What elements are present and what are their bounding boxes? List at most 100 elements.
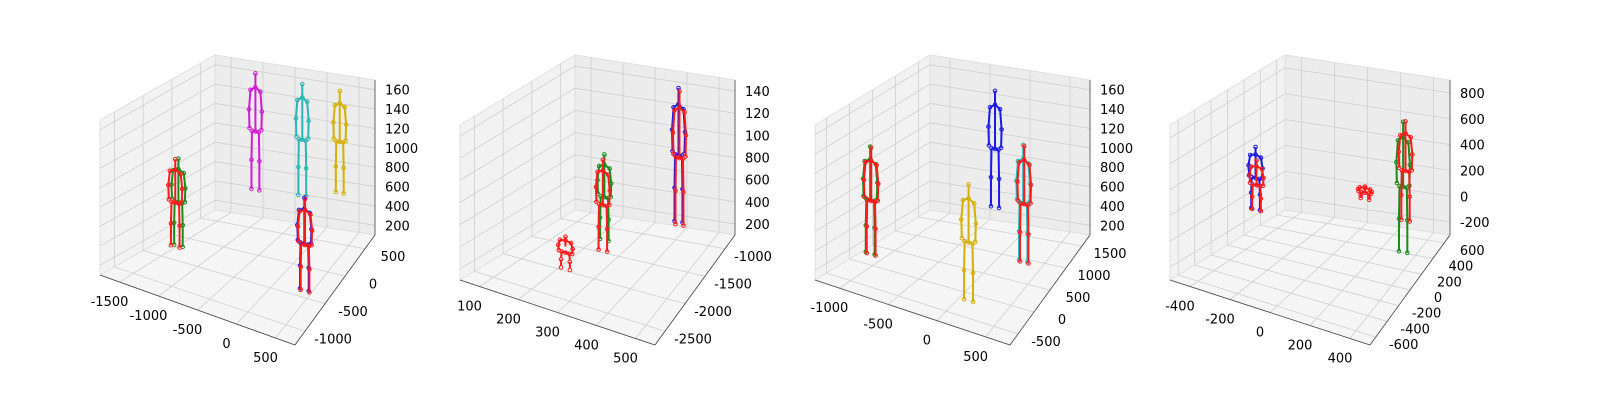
grid-line-x — [275, 232, 360, 339]
joint — [600, 157, 606, 163]
joint — [959, 235, 965, 241]
joint — [1249, 194, 1255, 199]
joint — [559, 249, 564, 254]
z-tick-label: 120 — [745, 107, 770, 122]
grid-line-z — [459, 87, 736, 159]
joint — [1366, 194, 1372, 199]
joint — [986, 143, 992, 148]
joint — [1406, 140, 1411, 145]
grid-line-y — [1243, 234, 1422, 275]
joint — [868, 198, 874, 204]
bone — [1025, 203, 1029, 234]
subplot-2: 100 200 300 400 500 -1000 -1500 -2000 -2500 200 40… — [457, 54, 772, 367]
y-tick-label: 0 — [1058, 313, 1066, 328]
joint — [178, 171, 183, 177]
joint — [680, 156, 686, 162]
y-tick-label: 400 — [1448, 260, 1473, 275]
joint — [988, 203, 994, 209]
bone — [299, 243, 303, 267]
joint — [1258, 196, 1264, 201]
x-tick-label: -1000 — [810, 301, 848, 316]
joint — [1021, 157, 1027, 163]
joint — [1399, 192, 1404, 198]
joint — [1406, 169, 1412, 175]
bone — [306, 101, 310, 122]
bone — [180, 189, 184, 203]
z-tick-label: 120 — [1100, 122, 1125, 137]
joint — [1396, 149, 1402, 155]
bone — [248, 89, 252, 110]
joint — [671, 151, 676, 157]
z-tick-label: 140 — [385, 103, 410, 118]
grid-line-y — [474, 270, 666, 332]
z-tick-label: 200 — [1460, 164, 1485, 179]
joint — [257, 188, 262, 193]
z-tick-label: 600 — [385, 181, 410, 196]
bone — [599, 196, 602, 218]
subplot-1: -1500-1000-50005005000-500-1000200400600… — [91, 54, 418, 366]
y-tick-label: -1000 — [314, 332, 352, 347]
x-axis-line — [459, 279, 656, 346]
skeleton-2 — [861, 145, 881, 258]
joint — [296, 239, 301, 244]
joint — [996, 147, 1001, 152]
joint — [253, 84, 258, 90]
joint — [303, 166, 309, 171]
skeleton-5 — [1355, 184, 1375, 203]
joint — [302, 196, 308, 202]
joint — [337, 100, 343, 106]
joint — [1260, 183, 1266, 189]
x-tick-label: 500 — [963, 350, 988, 365]
y-tick-label: -500 — [1031, 335, 1061, 350]
bone — [873, 202, 877, 229]
z-tick-label: 800 — [1460, 87, 1485, 102]
grid-line-y — [1194, 264, 1388, 322]
bone — [987, 126, 990, 146]
z-tick-label: 600 — [1460, 113, 1485, 128]
joint — [873, 253, 878, 258]
y-tick-label: 1500 — [1093, 247, 1126, 262]
bone — [1409, 137, 1414, 155]
grid-line-y — [114, 266, 306, 332]
joint — [970, 241, 975, 246]
joint — [966, 195, 971, 201]
joint — [1247, 152, 1253, 158]
z-tick-label: 100 — [745, 129, 770, 144]
joint — [1396, 165, 1402, 171]
grid-line-z — [459, 65, 736, 137]
bone — [671, 110, 676, 133]
joint — [1396, 248, 1402, 254]
joint — [333, 164, 339, 169]
bone — [1016, 181, 1019, 201]
grid-line-x — [479, 212, 592, 287]
joint — [987, 104, 993, 110]
joint — [340, 140, 346, 145]
bone — [1016, 162, 1021, 182]
joint — [334, 138, 339, 144]
joint — [249, 157, 254, 163]
joint — [1355, 186, 1361, 192]
bone — [862, 179, 866, 197]
bone — [1408, 171, 1411, 197]
x-axis-line — [99, 274, 296, 346]
grid-line-z — [814, 199, 1091, 271]
joint — [1258, 155, 1264, 160]
bone — [594, 171, 599, 188]
grid-line-y — [872, 244, 1051, 291]
grid-line-x — [158, 217, 264, 297]
bone — [296, 226, 300, 242]
joint — [299, 81, 305, 87]
bone — [960, 219, 963, 239]
z-tick-label: 800 — [745, 152, 770, 167]
joint — [1399, 167, 1405, 173]
grid-line-x — [596, 227, 688, 326]
joint — [874, 162, 879, 168]
bone — [1015, 160, 1019, 181]
bone — [1262, 177, 1265, 186]
bone — [1000, 129, 1003, 148]
joint — [1017, 259, 1023, 264]
grid-line-z — [1169, 170, 1451, 242]
joint — [1366, 197, 1372, 203]
bone — [557, 244, 560, 251]
